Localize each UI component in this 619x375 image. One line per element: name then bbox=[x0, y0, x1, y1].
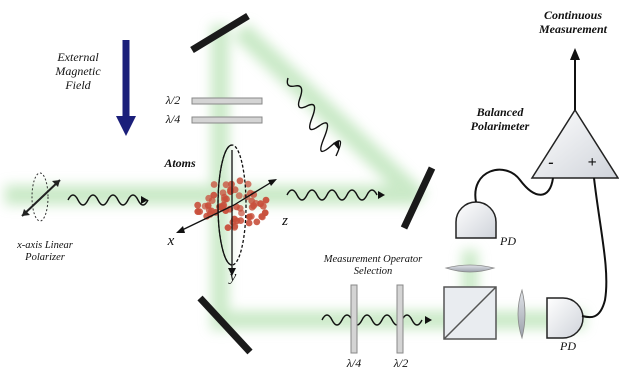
photodiode-top bbox=[455, 201, 497, 239]
wave-bottom bbox=[321, 314, 423, 326]
atoms-label: Atoms bbox=[164, 156, 196, 170]
atom-dot bbox=[250, 202, 257, 210]
atom-dot bbox=[236, 177, 244, 185]
wave-diagonal bbox=[286, 77, 342, 157]
magnetic-field-arrow bbox=[116, 40, 136, 136]
atom-dot bbox=[250, 191, 258, 198]
atom-dot bbox=[247, 213, 255, 220]
wave-output bbox=[286, 189, 378, 201]
atom-axes bbox=[176, 144, 277, 276]
wire-minus bbox=[474, 168, 554, 203]
amp-minus-label: - bbox=[548, 154, 554, 171]
top-waveplates bbox=[191, 97, 263, 124]
external-field-line-1: External bbox=[57, 50, 99, 64]
pd-right-label: PD bbox=[560, 339, 576, 353]
atom-dot bbox=[231, 223, 239, 231]
atom-dot bbox=[235, 192, 243, 200]
axis-x-label: x bbox=[167, 233, 175, 249]
atom-dot bbox=[222, 181, 230, 189]
external-field-label: External Magnetic Field bbox=[48, 50, 108, 92]
wire-plus bbox=[581, 177, 608, 319]
measurement-selection-line-1: Measurement Operator bbox=[323, 254, 423, 265]
atom-dot bbox=[221, 196, 228, 204]
quarter-wave-plate-bottom bbox=[350, 284, 358, 354]
atom-dot bbox=[231, 215, 238, 223]
atom-dot bbox=[245, 219, 253, 227]
photodiodes bbox=[455, 201, 584, 339]
axis-x-line bbox=[177, 204, 235, 233]
photodiode-right bbox=[546, 297, 584, 339]
mirror-right bbox=[400, 166, 436, 230]
axis-z-line bbox=[233, 179, 276, 206]
polarizing-beam-splitter bbox=[443, 286, 497, 340]
atom-dot bbox=[257, 200, 264, 208]
external-field-line-3: Field bbox=[65, 78, 91, 92]
linear-polarizer bbox=[21, 172, 61, 222]
atom-dot bbox=[208, 197, 216, 205]
mirror-bottom-left bbox=[197, 295, 253, 355]
quarter-wave-bottom-label: λ/4 bbox=[346, 356, 362, 370]
continuous-measurement-line-1: Continuous bbox=[543, 8, 603, 22]
lenses bbox=[444, 264, 526, 340]
amp-plus-label: + bbox=[587, 154, 597, 171]
signal-wires bbox=[474, 168, 608, 319]
axis-z-label: z bbox=[282, 213, 288, 229]
atom-dot bbox=[236, 205, 244, 212]
atom-dot bbox=[259, 213, 266, 221]
balanced-polarimeter-amp bbox=[530, 48, 619, 179]
photon-waves bbox=[67, 77, 432, 326]
quarter-wave-top-label: λ/4 bbox=[165, 112, 181, 126]
axis-y-label: y bbox=[229, 269, 237, 285]
balanced-polarimeter-label: Balanced Polarimeter bbox=[455, 105, 545, 133]
half-wave-plate-bottom bbox=[396, 284, 404, 354]
atom-dot bbox=[194, 208, 202, 216]
x-polarizer-line-1: x-axis Linear bbox=[17, 240, 73, 251]
x-polarizer-line-2: Polarizer bbox=[25, 252, 65, 263]
beam-diagonal-top bbox=[233, 22, 427, 208]
atom-dot bbox=[227, 186, 234, 194]
atom-dot bbox=[244, 180, 252, 188]
half-wave-bottom-label: λ/2 bbox=[393, 356, 409, 370]
atom-dot bbox=[194, 201, 202, 209]
pd-top-label: PD bbox=[500, 234, 516, 248]
measurement-selection-line-2: Selection bbox=[353, 266, 393, 277]
balanced-polarimeter-line-1: Balanced bbox=[476, 105, 524, 119]
atom-dot bbox=[262, 196, 270, 204]
mirrors bbox=[190, 13, 436, 355]
quarter-wave-plate-top bbox=[191, 116, 263, 124]
half-wave-top-label: λ/2 bbox=[165, 93, 181, 107]
wave-input bbox=[67, 194, 149, 206]
atom-dot bbox=[219, 202, 227, 209]
balanced-polarimeter-line-2: Polarimeter bbox=[470, 119, 530, 133]
atom-dot bbox=[224, 224, 232, 232]
atom-dot bbox=[210, 191, 218, 199]
external-field-line-2: Magnetic bbox=[55, 64, 101, 78]
lens-right bbox=[517, 288, 526, 340]
mirror-top bbox=[190, 13, 250, 53]
lens-top bbox=[444, 264, 496, 273]
continuous-measurement-line-2: Measurement bbox=[538, 22, 607, 36]
atom-dot bbox=[210, 181, 218, 188]
measurement-selection-label: Measurement Operator Selection bbox=[312, 254, 434, 278]
x-polarizer-label: x-axis Linear Polarizer bbox=[5, 240, 85, 264]
half-wave-plate-top bbox=[191, 97, 263, 105]
continuous-measurement-label: Continuous Measurement bbox=[528, 8, 618, 36]
atom-dot bbox=[253, 218, 261, 226]
bottom-waveplates bbox=[350, 284, 404, 354]
atom-cloud bbox=[194, 177, 270, 232]
